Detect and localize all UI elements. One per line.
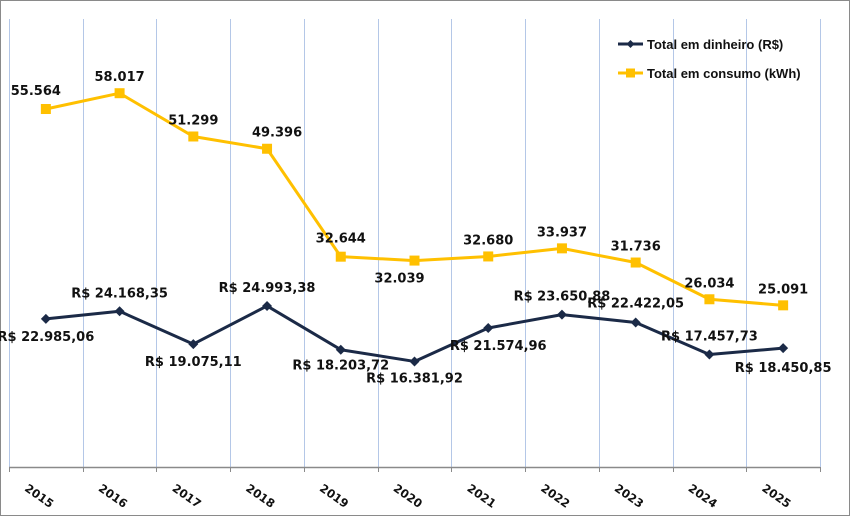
data-label: 55.564	[11, 84, 61, 99]
data-point-diamond	[778, 343, 789, 354]
gridlines	[9, 19, 821, 467]
data-point-square	[556, 243, 567, 254]
legend-marker-square	[626, 68, 635, 78]
x-tick-label: 2020	[391, 481, 425, 511]
legend-label-dinheiro: Total em dinheiro (R$)	[647, 37, 783, 52]
data-label: R$ 16.381,92	[366, 371, 463, 386]
data-point-diamond	[483, 322, 494, 333]
data-label: R$ 18.203,72	[292, 359, 389, 374]
x-tick-label: 2018	[243, 481, 277, 511]
data-label: 58.017	[95, 70, 145, 85]
x-tick-label: 2019	[317, 481, 351, 511]
x-tick-label: 2024	[686, 481, 720, 511]
data-point-diamond	[114, 306, 125, 317]
legend: Total em dinheiro (R$) Total em consumo …	[618, 37, 801, 81]
data-point-diamond	[262, 300, 273, 311]
x-tick-label: 2023	[612, 481, 646, 511]
data-label: R$ 22.985,06	[0, 330, 94, 345]
data-label: R$ 24.168,35	[71, 286, 168, 301]
data-point-square	[114, 88, 125, 99]
data-label: 49.396	[252, 126, 302, 141]
data-labels: R$ 22.985,06 R$ 24.168,35 R$ 19.075,11 R$ 2…	[0, 70, 832, 386]
data-label: R$ 21.574,96	[450, 339, 547, 354]
legend-label-consumo: Total em consumo (kWh)	[647, 66, 801, 81]
x-tick-label: 2015	[22, 481, 56, 511]
data-label: R$ 24.993,38	[219, 281, 316, 296]
data-label: 51.299	[168, 113, 218, 128]
data-point-diamond	[40, 313, 51, 324]
data-label: 26.034	[684, 276, 734, 291]
series-group	[40, 88, 789, 367]
data-point-square	[630, 257, 641, 268]
data-label: 33.937	[537, 225, 587, 240]
data-point-diamond	[630, 317, 641, 328]
data-label: 25.091	[758, 282, 808, 297]
data-label: R$ 22.422,05	[587, 297, 684, 312]
data-label: 32.680	[463, 233, 513, 248]
data-point-diamond	[188, 339, 199, 350]
legend-marker-diamond	[626, 40, 635, 48]
data-point-square	[40, 104, 51, 115]
legend-item-dinheiro: Total em dinheiro (R$)	[618, 37, 783, 52]
data-point-diamond	[409, 356, 420, 367]
data-point-diamond	[335, 344, 346, 355]
x-tick-label: 2025	[759, 481, 793, 511]
data-label: R$ 17.457,73	[661, 330, 758, 345]
data-label: R$ 18.450,85	[735, 361, 832, 376]
legend-item-consumo: Total em consumo (kWh)	[618, 66, 801, 81]
x-tick-label: 2016	[96, 481, 130, 511]
x-tick-label: 2022	[538, 481, 572, 511]
x-tick-label: 2021	[465, 481, 499, 511]
data-point-diamond	[704, 349, 715, 360]
data-point-square	[335, 251, 346, 262]
data-point-square	[778, 300, 789, 311]
data-label: 32.644	[316, 232, 366, 247]
data-label: R$ 23.650,88	[514, 290, 611, 305]
data-point-square	[704, 294, 715, 305]
data-point-diamond	[556, 309, 567, 320]
data-point-square	[262, 143, 273, 154]
data-label: 32.039	[374, 272, 424, 287]
data-point-square	[409, 255, 420, 266]
x-tick-label: 2017	[170, 481, 204, 511]
data-point-square	[188, 131, 199, 142]
data-label: R$ 19.075,11	[145, 355, 242, 370]
x-axis: 2015 2016 2017 2018 2019 2020 2021 2022 2023 2024…	[9, 466, 821, 511]
data-label: 31.736	[611, 240, 661, 255]
data-point-square	[483, 251, 494, 262]
